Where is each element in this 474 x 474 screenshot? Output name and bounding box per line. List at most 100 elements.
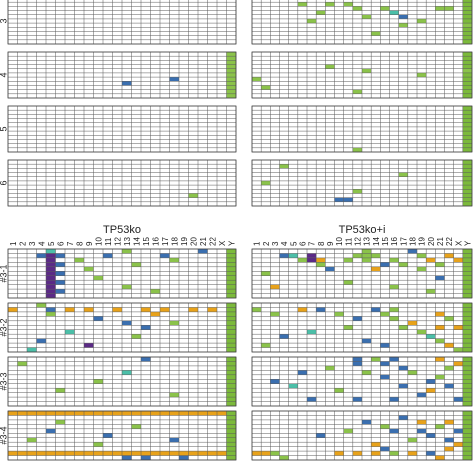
x-tick-label: 22 bbox=[208, 237, 217, 246]
heatmap-cell bbox=[435, 455, 445, 460]
heatmap-cell bbox=[316, 10, 326, 15]
heatmap-cell bbox=[103, 411, 113, 416]
heatmap-cell bbox=[217, 411, 227, 416]
heatmap-cell bbox=[93, 411, 103, 416]
heatmap-cell bbox=[131, 262, 141, 267]
heatmap-cell bbox=[462, 68, 472, 73]
heatmap-cell bbox=[36, 253, 46, 258]
heatmap-cell bbox=[17, 361, 27, 366]
block bbox=[251, 356, 473, 407]
heatmap-cell bbox=[444, 253, 454, 258]
heatmap-cell bbox=[226, 68, 236, 73]
x-tick-label: 11 bbox=[344, 237, 353, 246]
heatmap-cell bbox=[179, 411, 189, 416]
heatmap-cell bbox=[46, 253, 56, 258]
heatmap-cell bbox=[325, 2, 335, 7]
x-tick-label: 2 bbox=[18, 241, 27, 246]
heatmap-cell bbox=[389, 284, 399, 290]
panel-title: TP53ko+i bbox=[339, 224, 386, 236]
block-border bbox=[251, 105, 473, 153]
heatmap-cell bbox=[46, 275, 56, 281]
x-tick-label: 14 bbox=[132, 237, 141, 246]
heatmap-cell bbox=[417, 253, 427, 258]
x-tick-label: 18 bbox=[408, 237, 417, 246]
heatmap-cell bbox=[417, 392, 427, 398]
block bbox=[7, 248, 237, 299]
heatmap-cell bbox=[226, 77, 236, 82]
heatmap-cell bbox=[407, 370, 417, 375]
heatmap-cell bbox=[84, 451, 94, 456]
block-border bbox=[251, 248, 473, 299]
heatmap-cell bbox=[352, 361, 362, 366]
heatmap-cell bbox=[389, 451, 399, 456]
heatmap-cell bbox=[55, 253, 65, 258]
chrY-bar bbox=[462, 411, 472, 460]
chrY-bar bbox=[462, 106, 472, 152]
heatmap-cell bbox=[141, 455, 151, 460]
heatmap-cell bbox=[316, 257, 326, 263]
x-tick-label: 12 bbox=[113, 237, 122, 246]
heatmap-cell bbox=[389, 10, 399, 15]
x-tick-label: 16 bbox=[151, 237, 160, 246]
heatmap-cell bbox=[453, 428, 463, 434]
heatmap-cell bbox=[226, 60, 236, 65]
heatmap-cell bbox=[36, 338, 46, 344]
heatmap-cell bbox=[150, 311, 160, 317]
row-group-label: #3-1 bbox=[0, 264, 9, 282]
heatmap-cell bbox=[122, 370, 132, 375]
heatmap-cell bbox=[17, 451, 27, 456]
x-tick-label: 11 bbox=[104, 237, 113, 246]
heatmap-cell bbox=[389, 397, 399, 402]
heatmap-cell bbox=[65, 411, 75, 416]
heatmap-cell bbox=[352, 189, 362, 194]
heatmap-cell bbox=[352, 397, 362, 402]
heatmap-cell bbox=[362, 257, 372, 263]
block bbox=[251, 105, 473, 153]
heatmap-cell bbox=[435, 311, 445, 317]
heatmap-cell bbox=[279, 334, 289, 339]
heatmap-cell bbox=[141, 411, 151, 416]
heatmap-cell bbox=[362, 68, 372, 73]
panel-title: TP53ko bbox=[103, 224, 141, 236]
x-tick-label: 21 bbox=[436, 237, 445, 246]
heatmap-cell bbox=[112, 411, 122, 416]
x-tick-label: 1 bbox=[253, 241, 262, 246]
x-tick-label: 21 bbox=[199, 237, 208, 246]
chrY-bar bbox=[226, 411, 236, 460]
heatmap-cell bbox=[131, 334, 141, 339]
chrY-bar bbox=[226, 357, 236, 406]
heatmap-cell bbox=[279, 164, 289, 169]
heatmap-cell bbox=[226, 89, 236, 94]
heatmap-cell bbox=[55, 388, 65, 393]
heatmap-cell bbox=[55, 280, 65, 285]
heatmap-cell bbox=[46, 249, 56, 254]
heatmap-cell bbox=[334, 311, 344, 317]
heatmap-cell bbox=[435, 374, 445, 380]
heatmap-cell bbox=[179, 451, 189, 456]
heatmap-cell bbox=[371, 451, 381, 456]
heatmap-cell bbox=[426, 451, 436, 456]
heatmap-cell bbox=[444, 437, 454, 443]
heatmap-cell bbox=[453, 347, 463, 352]
heatmap-cell bbox=[316, 262, 326, 267]
heatmap-cell bbox=[380, 262, 390, 267]
heatmap-cell bbox=[453, 325, 463, 330]
heatmap-cell bbox=[444, 316, 454, 321]
heatmap-cell bbox=[8, 307, 18, 312]
heatmap-cell bbox=[444, 365, 454, 371]
block-border bbox=[7, 159, 237, 207]
block bbox=[7, 410, 237, 461]
heatmap-cell bbox=[417, 72, 427, 78]
heatmap-cell bbox=[74, 257, 84, 263]
chrY-bar bbox=[226, 303, 236, 352]
heatmap-cell bbox=[343, 325, 353, 330]
x-tick-label: 3 bbox=[271, 241, 280, 246]
x-tick-label: 8 bbox=[317, 241, 326, 246]
heatmap-cell bbox=[417, 419, 427, 425]
heatmap-cell bbox=[141, 325, 151, 330]
heatmap-cell bbox=[362, 370, 372, 375]
heatmap-cell bbox=[343, 2, 353, 7]
heatmap-cell bbox=[307, 329, 317, 335]
heatmap-cell bbox=[435, 338, 445, 344]
heatmap-cell bbox=[188, 411, 198, 416]
